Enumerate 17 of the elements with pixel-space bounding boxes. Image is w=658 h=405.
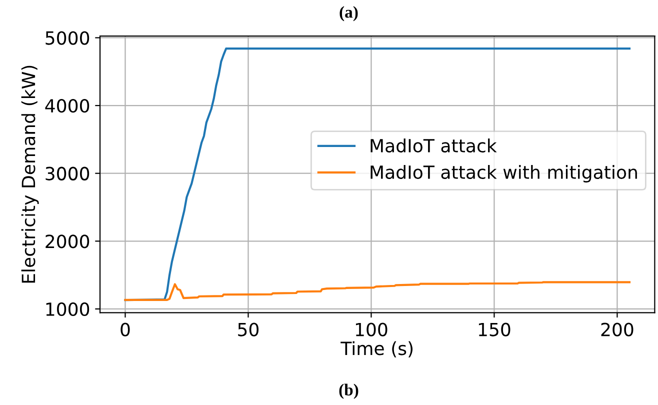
legend-label: MadIoT attack with mitigation [370, 165, 637, 183]
x-axis-title: Time (s) [340, 341, 413, 358]
chart-title: (a) [340, 6, 358, 22]
x-tick-label: 150 [478, 322, 510, 336]
y-axis-title: Electricity Demand (kW) [21, 66, 39, 283]
x-tick-label: 50 [238, 322, 259, 336]
y-tick-label: 4000 [45, 98, 90, 113]
x-tick-label: 100 [356, 322, 388, 336]
y-tick-label: 3000 [46, 166, 90, 180]
legend-label: MadIoT attack [370, 138, 497, 153]
x-tick-label: 200 [601, 322, 634, 336]
y-tick-label: 5000 [46, 31, 90, 45]
y-tick-label: 2000 [46, 234, 90, 248]
y-tick-label: 1000 [46, 302, 90, 316]
x-tick-label: 0 [120, 322, 130, 336]
text: (b) [339, 384, 358, 399]
line-series [124, 281, 631, 301]
